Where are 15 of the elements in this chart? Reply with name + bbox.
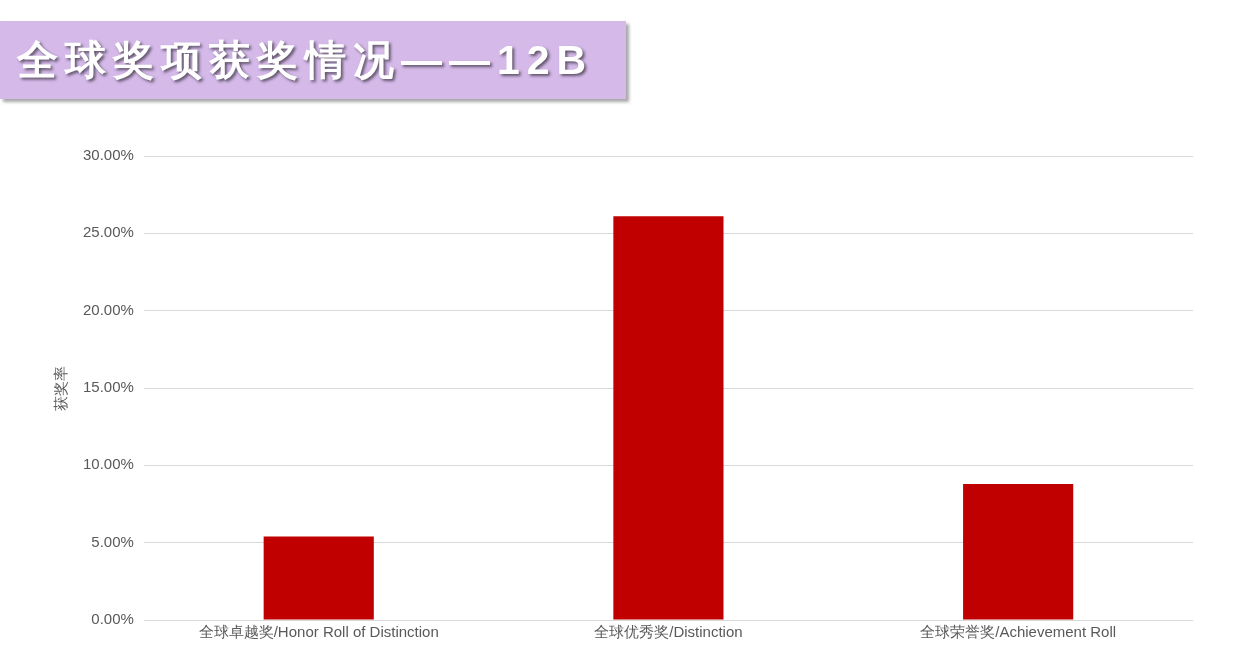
- x-tick-label: 全球卓越奖/Honor Roll of Distinction: [198, 623, 439, 641]
- bar: [613, 216, 724, 620]
- chart-title: 全球奖项获奖情况——12B: [17, 36, 594, 85]
- y-tick-label: 30.00%: [83, 146, 134, 164]
- y-tick-label: 5.00%: [91, 532, 134, 550]
- x-tick-label: 全球荣誉奖/Achievement Roll: [920, 623, 1117, 641]
- y-tick-label: 25.00%: [83, 223, 134, 241]
- y-tick-label: 10.00%: [83, 455, 134, 473]
- x-tick-label: 全球优秀奖/Distinction: [594, 623, 743, 641]
- bar: [963, 483, 1074, 620]
- y-axis-title: 获奖率: [52, 365, 70, 411]
- y-tick-label: 0.00%: [91, 610, 134, 628]
- bar: [263, 536, 374, 620]
- y-tick-label: 20.00%: [83, 300, 134, 318]
- y-tick-label: 15.00%: [83, 378, 134, 396]
